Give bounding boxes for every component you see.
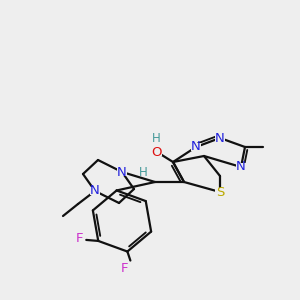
Bar [236,163,246,171]
Text: H: H [152,131,160,145]
Bar [214,188,226,196]
Text: F: F [76,232,83,245]
Text: O: O [152,146,162,158]
Bar [191,143,201,151]
Bar [117,168,127,176]
Bar [152,148,162,156]
Text: F: F [121,262,128,275]
Bar [119,264,130,273]
Text: N: N [236,160,246,173]
Bar [74,234,85,243]
Text: H: H [139,167,147,179]
Text: N: N [215,131,225,145]
Text: N: N [191,140,201,154]
Text: N: N [117,166,127,178]
Bar [90,187,100,195]
Text: S: S [216,185,224,199]
Bar [215,134,225,142]
Text: N: N [90,184,100,197]
